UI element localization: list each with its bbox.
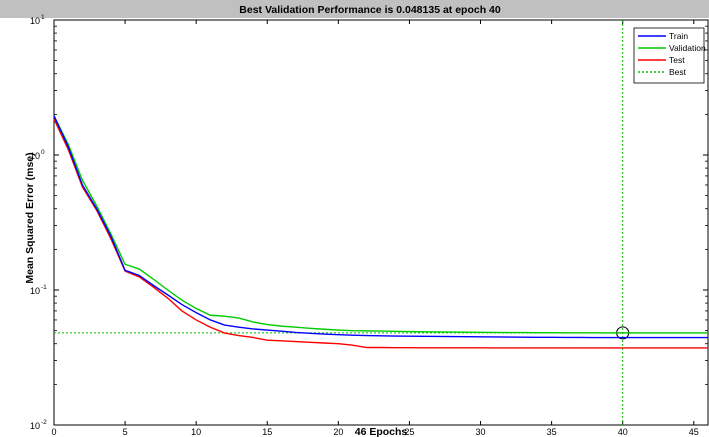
series-line-train <box>53 115 708 339</box>
legend-label-validation: Validation <box>669 43 706 53</box>
plot-area <box>53 19 709 426</box>
x-tick-label: 30 <box>476 427 486 437</box>
y-tick-exponent: -1 <box>41 284 47 291</box>
y-tick-exponent: -2 <box>41 419 47 426</box>
legend-label-train: Train <box>669 31 688 41</box>
x-tick-label: 15 <box>262 427 272 437</box>
title-bar <box>0 0 709 18</box>
legend-label-best: Best <box>669 67 687 77</box>
legend-label-test: Test <box>669 55 685 65</box>
y-tick-exponent: 0 <box>41 149 45 156</box>
x-axis-ticks: 0 5 10 15 20 25 30 35 40 45 <box>51 20 699 437</box>
legend-box <box>633 27 705 84</box>
chart-title: Best Validation Performance is 0.048135 … <box>239 4 501 16</box>
x-tick-label: 45 <box>689 427 699 437</box>
y-tick-exponent: 1 <box>41 14 45 21</box>
x-tick-label: 0 <box>51 427 56 437</box>
legend: Train Validation Test Best <box>633 27 706 84</box>
y-axis-label: Mean Squared Error (mse) <box>24 152 36 283</box>
series-lines <box>53 115 708 349</box>
x-tick-label: 10 <box>191 427 201 437</box>
y-tick-label: 10 <box>30 151 40 161</box>
x-tick-label: 25 <box>404 427 414 437</box>
x-tick-label: 20 <box>333 427 343 437</box>
y-tick-label: 10 <box>30 16 40 26</box>
series-line-test <box>53 118 708 349</box>
series-line-validation <box>53 115 708 334</box>
y-tick-label: 10 <box>30 421 40 431</box>
x-tick-label: 35 <box>547 427 557 437</box>
x-tick-label: 40 <box>618 427 628 437</box>
y-tick-label: 10 <box>30 286 40 296</box>
x-axis-label: 46 Epochs <box>355 426 408 437</box>
x-tick-label: 5 <box>123 427 128 437</box>
